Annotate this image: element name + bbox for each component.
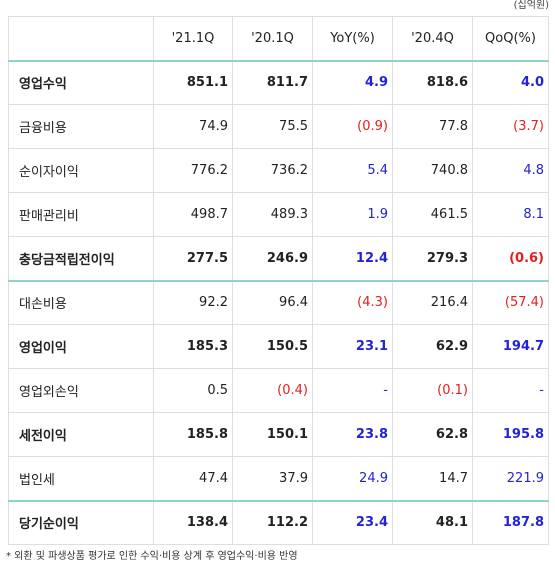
table-row: 영업이익 185.3 150.5 23.1 62.9 194.7	[8, 324, 549, 369]
table-row: 영업수익 851.1 811.7 4.9 818.6 4.0	[8, 60, 549, 105]
row-label: 당기순이익	[8, 500, 154, 545]
row-label: 판매관리비	[8, 192, 154, 237]
cell-21-1q: 47.4	[153, 456, 233, 502]
cell-20-1q: 811.7	[232, 60, 313, 105]
cell-21-1q: 74.9	[153, 104, 233, 149]
cell-qoq: 221.9	[472, 456, 549, 502]
table-row: 법인세 47.4 37.9 24.9 14.7 221.9	[8, 456, 549, 502]
income-statement-table: '21.1Q '20.1Q YoY(%) '20.4Q QoQ(%) 영업수익 8…	[8, 16, 549, 545]
cell-20-4q: 216.4	[392, 280, 473, 325]
cell-20-1q: 489.3	[232, 192, 313, 237]
cell-qoq: 4.8	[472, 148, 549, 193]
cell-21-1q: 851.1	[153, 60, 233, 105]
row-label: 충당금적립전이익	[8, 236, 154, 282]
cell-qoq: -	[472, 368, 549, 413]
cell-21-1q: 498.7	[153, 192, 233, 237]
cell-yoy: 23.8	[312, 412, 393, 457]
cell-20-1q: 150.1	[232, 412, 313, 457]
table-row: 금융비용 74.9 75.5 (0.9) 77.8 (3.7)	[8, 104, 549, 149]
cell-qoq: (3.7)	[472, 104, 549, 149]
cell-yoy: (4.3)	[312, 280, 393, 325]
header-20-1q: '20.1Q	[232, 16, 313, 62]
table-row: 세전이익 185.8 150.1 23.8 62.8 195.8	[8, 412, 549, 457]
cell-20-1q: 37.9	[232, 456, 313, 502]
cell-qoq: 194.7	[472, 324, 549, 369]
table-row: 영업외손익 0.5 (0.4) - (0.1) -	[8, 368, 549, 413]
header-yoy: YoY(%)	[312, 16, 393, 62]
cell-yoy: 23.1	[312, 324, 393, 369]
footnote: * 외환 및 파생상품 평가로 인한 수익·비용 상계 후 영업수익·비용 반영	[6, 551, 298, 562]
cell-qoq: 4.0	[472, 60, 549, 105]
cell-20-1q: (0.4)	[232, 368, 313, 413]
cell-20-4q: 461.5	[392, 192, 473, 237]
table-row: 판매관리비 498.7 489.3 1.9 461.5 8.1	[8, 192, 549, 237]
cell-qoq: 187.8	[472, 500, 549, 545]
cell-20-4q: 279.3	[392, 236, 473, 282]
cell-20-1q: 150.5	[232, 324, 313, 369]
cell-20-4q: (0.1)	[392, 368, 473, 413]
row-label: 세전이익	[8, 412, 154, 457]
row-label: 금융비용	[8, 104, 154, 149]
cell-20-4q: 14.7	[392, 456, 473, 502]
cell-21-1q: 92.2	[153, 280, 233, 325]
cell-21-1q: 185.8	[153, 412, 233, 457]
cell-yoy: 12.4	[312, 236, 393, 282]
cell-yoy: -	[312, 368, 393, 413]
cell-21-1q: 185.3	[153, 324, 233, 369]
cell-yoy: 1.9	[312, 192, 393, 237]
cell-qoq: (57.4)	[472, 280, 549, 325]
row-label: 순이자이익	[8, 148, 154, 193]
table-row: 순이자이익 776.2 736.2 5.4 740.8 4.8	[8, 148, 549, 193]
cell-20-1q: 246.9	[232, 236, 313, 282]
row-label: 영업수익	[8, 60, 154, 105]
header-20-4q: '20.4Q	[392, 16, 473, 62]
cell-qoq: 8.1	[472, 192, 549, 237]
cell-qoq: (0.6)	[472, 236, 549, 282]
cell-20-1q: 96.4	[232, 280, 313, 325]
cell-20-4q: 48.1	[392, 500, 473, 545]
cell-20-4q: 77.8	[392, 104, 473, 149]
cell-21-1q: 776.2	[153, 148, 233, 193]
cell-qoq: 195.8	[472, 412, 549, 457]
cell-yoy: 5.4	[312, 148, 393, 193]
table-row: 대손비용 92.2 96.4 (4.3) 216.4 (57.4)	[8, 280, 549, 325]
cell-21-1q: 277.5	[153, 236, 233, 282]
cell-20-4q: 818.6	[392, 60, 473, 105]
row-label: 대손비용	[8, 280, 154, 325]
cell-20-1q: 112.2	[232, 500, 313, 545]
row-label: 법인세	[8, 456, 154, 502]
row-label: 영업이익	[8, 324, 154, 369]
table-row: 충당금적립전이익 277.5 246.9 12.4 279.3 (0.6)	[8, 236, 549, 282]
header-qoq: QoQ(%)	[472, 16, 549, 62]
table-row: 당기순이익 138.4 112.2 23.4 48.1 187.8	[8, 500, 549, 545]
unit-note: (십억원)	[513, 0, 549, 11]
header-21-1q: '21.1Q	[153, 16, 233, 62]
cell-20-1q: 736.2	[232, 148, 313, 193]
cell-yoy: 23.4	[312, 500, 393, 545]
cell-yoy: (0.9)	[312, 104, 393, 149]
cell-20-4q: 62.9	[392, 324, 473, 369]
cell-20-4q: 62.8	[392, 412, 473, 457]
cell-21-1q: 138.4	[153, 500, 233, 545]
cell-yoy: 24.9	[312, 456, 393, 502]
cell-20-1q: 75.5	[232, 104, 313, 149]
cell-20-4q: 740.8	[392, 148, 473, 193]
cell-yoy: 4.9	[312, 60, 393, 105]
header-row: '21.1Q '20.1Q YoY(%) '20.4Q QoQ(%)	[8, 16, 549, 62]
header-label-col	[8, 16, 154, 62]
cell-21-1q: 0.5	[153, 368, 233, 413]
row-label: 영업외손익	[8, 368, 154, 413]
